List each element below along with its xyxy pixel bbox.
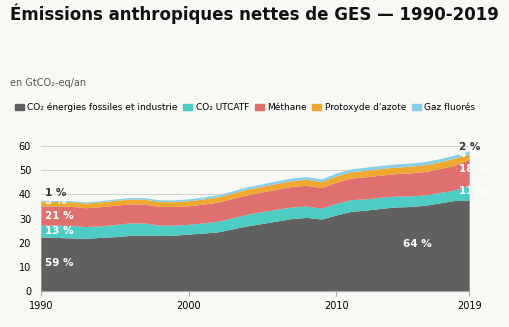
Text: 11 %: 11 %: [458, 186, 487, 196]
Text: 13 %: 13 %: [45, 226, 74, 236]
Text: 1 %: 1 %: [45, 188, 67, 198]
Text: 18 %: 18 %: [458, 164, 487, 174]
Text: 59 %: 59 %: [45, 258, 74, 268]
Text: 21 %: 21 %: [45, 211, 74, 221]
Text: 2 %: 2 %: [458, 142, 479, 152]
Text: 64 %: 64 %: [402, 239, 431, 249]
Text: Émissions anthropiques nettes de GES — 1990-2019: Émissions anthropiques nettes de GES — 1…: [10, 3, 498, 24]
Text: 5 %: 5 %: [45, 196, 67, 206]
Legend: CO₂ énergies fossiles et industrie, CO₂ UTCATF, Méthane, Protoxyde d'azote, Gaz : CO₂ énergies fossiles et industrie, CO₂ …: [15, 103, 474, 112]
Text: en GtCO₂-eq/an: en GtCO₂-eq/an: [10, 78, 86, 89]
Text: 4 %: 4 %: [458, 149, 479, 159]
